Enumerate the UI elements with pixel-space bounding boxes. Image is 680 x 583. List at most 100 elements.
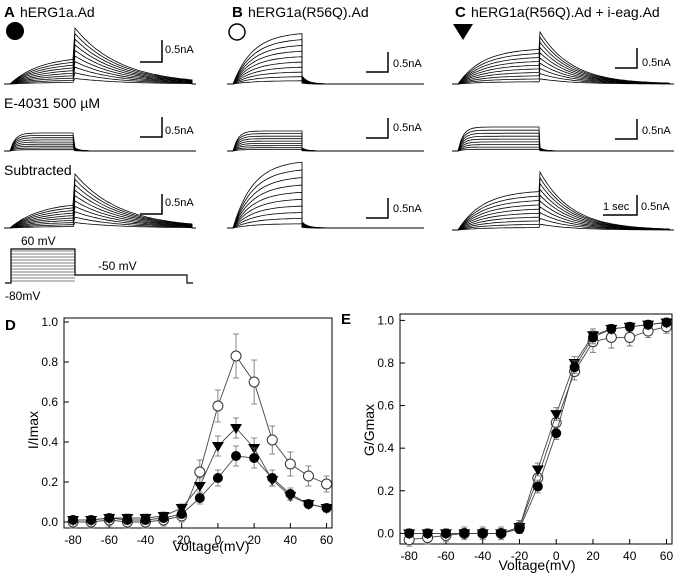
scalebar-b1: 0.5nA: [366, 52, 422, 73]
b2-trace: [227, 145, 424, 152]
a1-trace: [4, 72, 196, 85]
open-circle-marker-icon: [228, 23, 246, 41]
data-point-filled-circle: [624, 321, 635, 332]
x-tick-label: -40: [137, 533, 155, 547]
data-point-filled-circle: [249, 453, 260, 463]
a1-trace: [4, 66, 196, 85]
data-point-filled-circle: [440, 528, 451, 539]
protocol-tail-label: -50 mV: [98, 259, 137, 273]
a1-trace: [4, 77, 196, 85]
panel-d-letter: D: [5, 317, 16, 334]
data-point-filled-circle: [231, 451, 242, 461]
c1-trace: [452, 36, 674, 85]
data-point-filled-circle: [514, 524, 525, 535]
scalebar-a2: 0.5nA: [140, 117, 194, 138]
panel-e-data: [403, 317, 673, 547]
panel-d-x-axis-label: Voltage(mV): [172, 538, 249, 554]
series-line-open-circle: [409, 326, 667, 541]
x-tick-label: 0: [553, 549, 560, 563]
chart-iv-panel-d: -80 -60 -40 -20 0 20 40 60 0.0 0.2 0.4 0.6 0.8 1.0: [41, 315, 333, 547]
a3-trace: [4, 189, 196, 229]
panel-a-title: hERG1a.Ad: [20, 4, 95, 20]
traces-a-drug: [4, 132, 196, 152]
panel-d-y-axis-label: I/Imax: [25, 411, 41, 449]
voltage-protocol: [5, 248, 193, 284]
subtracted-row-label: Subtracted: [4, 162, 72, 178]
panel-b-letter: B: [232, 4, 243, 21]
x-tick-label: 20: [247, 533, 261, 547]
plot-frame: [399, 313, 673, 545]
scalebar-a3-label: 0.5nA: [165, 197, 194, 209]
traces-c-drug: [452, 126, 674, 152]
data-point-filled-circle: [606, 323, 617, 334]
y-tick-label: 0.4: [41, 435, 58, 449]
y-tick-label: 0.8: [41, 355, 58, 369]
data-point-filled-circle: [422, 528, 433, 539]
panel-e-x-axis-label: Voltage(mV): [498, 557, 575, 573]
data-point-filled-circle: [212, 473, 223, 483]
y-tick-label: 1.0: [41, 315, 58, 329]
series-line-filled-triangle-down: [409, 322, 667, 534]
x-tick-label: 40: [623, 549, 637, 563]
data-point-filled-circle: [532, 481, 543, 492]
data-point-open-circle: [302, 470, 314, 482]
data-point-filled-circle: [122, 515, 133, 525]
data-point-filled-circle: [68, 515, 79, 525]
y-tick-label: 1.0: [377, 313, 394, 327]
a3-trace: [4, 172, 196, 229]
protocol-step-lines: [11, 250, 75, 282]
panel-a-letter: A: [4, 4, 15, 21]
data-point-filled-circle: [158, 513, 169, 523]
y-tick-label: 0.2: [41, 475, 58, 489]
protocol-step-label: 60 mV: [21, 234, 56, 248]
a3-trace: [4, 200, 196, 229]
y-tick-label: 0.2: [377, 484, 394, 498]
scalebar-c3: 1 sec 0.5nA: [603, 195, 670, 216]
x-tick-label: 0: [215, 533, 222, 547]
panel-d-data: [67, 333, 333, 529]
x-tick-label: -60: [437, 549, 455, 563]
x-tick-label: 60: [320, 533, 334, 547]
y-tick-label: 0.0: [41, 515, 58, 529]
data-point-open-circle: [230, 350, 242, 362]
panel-c-title: hERG1a(R56Q).Ad + i-eag.Ad: [471, 4, 660, 20]
data-point-filled-triangle: [193, 482, 206, 492]
x-tick-label: -40: [474, 549, 492, 563]
scalebar-time-label: 1 sec: [603, 201, 630, 213]
data-point-filled-circle: [643, 319, 654, 330]
a2-trace: [4, 145, 196, 152]
protocol-hold-label: -80mV: [5, 289, 40, 303]
data-point-open-circle: [321, 478, 333, 490]
c2-trace: [452, 144, 674, 152]
panel-d-axes: -80 -60 -40 -20 0 20 40 60 0.0 0.2 0.4 0.6 0.8 1.0: [41, 315, 333, 547]
b1-trace: [227, 71, 424, 85]
scalebar-a1-label: 0.5nA: [165, 44, 194, 56]
data-point-filled-circle: [285, 489, 296, 499]
scalebar-a2-label: 0.5nA: [165, 125, 194, 137]
traces-c-subtracted: [452, 170, 674, 231]
c3-trace: [452, 170, 674, 231]
a3-trace: [4, 183, 196, 229]
b2-trace: [227, 130, 424, 152]
b1-trace: [227, 76, 424, 85]
drug-row-label: E-4031 500 µM: [4, 95, 100, 111]
x-tick-label: -80: [401, 549, 419, 563]
data-point-filled-triangle: [550, 410, 563, 421]
y-tick-label: 0.6: [377, 399, 394, 413]
data-point-filled-triangle: [211, 442, 224, 452]
b3-trace: [227, 218, 424, 229]
data-point-filled-circle: [569, 362, 580, 373]
data-point-filled-circle: [194, 493, 205, 503]
data-point-open-circle: [248, 376, 260, 388]
scalebar-c1-label: 0.5nA: [642, 57, 671, 69]
a2-trace: [4, 132, 196, 152]
traces-a-control: [4, 26, 196, 85]
a1-trace: [4, 49, 196, 85]
panel-c-letter: C: [455, 4, 466, 21]
c2-trace: [452, 126, 674, 152]
data-point-filled-triangle: [531, 465, 544, 476]
scalebar-b3: 0.5nA: [366, 198, 422, 219]
scalebar-a3: 0.5nA: [140, 194, 194, 215]
traces-b-subtracted: [227, 161, 424, 229]
data-point-open-circle: [284, 458, 296, 470]
